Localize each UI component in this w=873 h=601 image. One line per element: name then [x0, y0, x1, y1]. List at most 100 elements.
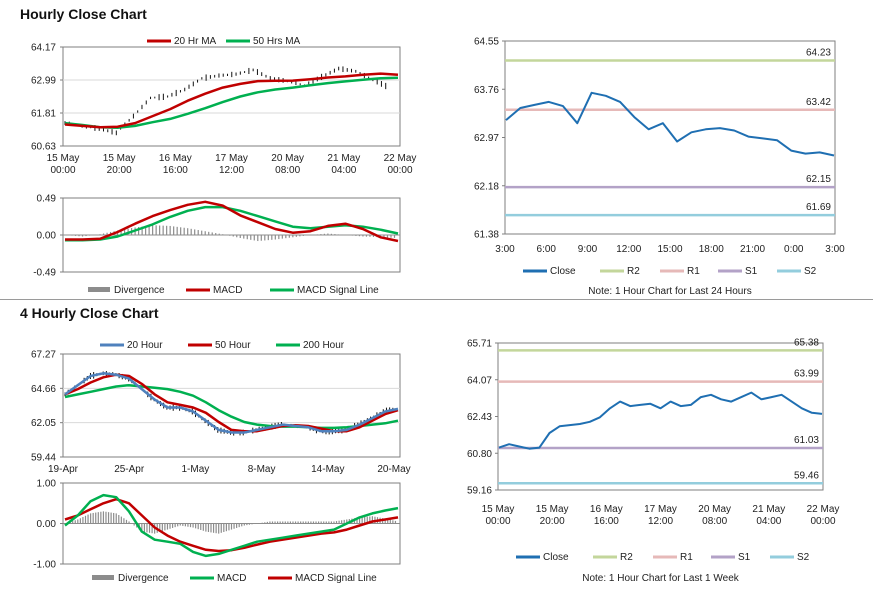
hourly-section-title: Hourly Close Chart [20, 6, 147, 22]
y-tick-label: -1.00 [33, 560, 56, 571]
x-tick-label: 20 May [698, 504, 731, 515]
x-tick-label: 17 May [644, 504, 677, 515]
x-tick-label: 17 May [215, 153, 248, 164]
x-tick-label: 12:00 [648, 516, 673, 527]
legend-r1-label: R1 [687, 266, 700, 277]
chart-note: Note: 1 Hour Chart for Last 1 Week [582, 573, 740, 584]
close-line [498, 391, 823, 450]
x-tick-label: 00:00 [50, 165, 75, 176]
y-tick-label: 65.71 [467, 339, 492, 350]
y-tick-label: 64.55 [474, 37, 499, 48]
legend-20-hour-label: 20 Hour [127, 340, 163, 351]
x-tick-label: 00:00 [387, 165, 412, 176]
legend-s1-label: S1 [745, 266, 758, 277]
x-tick-label: 08:00 [275, 165, 300, 176]
level-value-r1: 63.99 [794, 369, 819, 380]
close-line [505, 91, 835, 157]
y-tick-label: -0.49 [33, 268, 56, 279]
four-hourly-section-title: 4 Hourly Close Chart [20, 305, 159, 321]
y-tick-label: 62.18 [474, 181, 499, 192]
hourly-price-frame [62, 46, 401, 147]
x-tick-label: 04:00 [756, 516, 781, 527]
hourly-close-24h-frame [504, 40, 836, 235]
legend-divergence-label: Divergence [114, 285, 165, 296]
legend-divergence-label: Divergence [118, 573, 169, 584]
macd-line [64, 493, 399, 558]
y-tick-label: 67.27 [31, 350, 56, 361]
x-tick-label: 00:00 [810, 516, 835, 527]
legend-s2-label: S2 [797, 552, 810, 563]
x-tick-label: 20 May [271, 153, 304, 164]
x-tick-label: 19-Apr [48, 464, 79, 475]
y-tick-label: 64.07 [467, 375, 492, 386]
x-tick-label: 22 May [384, 153, 417, 164]
x-tick-label: 00:00 [485, 516, 510, 527]
legend-divergence-swatch [88, 287, 110, 292]
section-divider [0, 299, 873, 300]
x-tick-label: 15 May [536, 504, 569, 515]
y-tick-label: 1.00 [37, 479, 57, 490]
level-value-r1: 63.42 [806, 97, 831, 108]
y-tick-label: 63.76 [474, 85, 499, 96]
level-value-r2: 65.38 [794, 337, 819, 348]
y-tick-label: 62.43 [467, 412, 492, 423]
y-tick-label: 0.00 [37, 519, 57, 530]
hourly-close-1w-frame [497, 342, 824, 491]
y-tick-label: 0.49 [37, 194, 57, 205]
x-tick-label: 14-May [311, 464, 344, 475]
legend-50-hour-label: 50 Hour [215, 340, 251, 351]
ma200-line [64, 383, 399, 430]
legend-macd-label: MACD [213, 285, 242, 296]
x-tick-label: 1-May [182, 464, 210, 475]
x-tick-label: 21:00 [740, 244, 765, 255]
level-value-s2: 59.46 [794, 470, 819, 481]
level-value-s2: 61.69 [806, 202, 831, 213]
y-tick-label: 59.44 [31, 453, 56, 464]
y-tick-label: 64.66 [31, 384, 56, 395]
level-value-s1: 61.03 [794, 435, 819, 446]
y-tick-label: 61.81 [31, 109, 56, 120]
x-tick-label: 16 May [159, 153, 192, 164]
ma20-hour-line [64, 372, 399, 434]
x-tick-label: 12:00 [616, 244, 641, 255]
x-tick-label: 16:00 [163, 165, 188, 176]
legend-200-hour-label: 200 Hour [303, 340, 345, 351]
legend-s1-label: S1 [738, 552, 751, 563]
x-tick-label: 15 May [103, 153, 136, 164]
chart-note: Note: 1 Hour Chart for Last 24 Hours [588, 286, 751, 297]
x-tick-label: 20-May [377, 464, 410, 475]
x-tick-label: 20:00 [540, 516, 565, 527]
legend-50hrs-ma-label: 50 Hrs MA [253, 36, 301, 47]
four-hourly-price-frame [62, 353, 401, 458]
x-tick-label: 16:00 [594, 516, 619, 527]
x-tick-label: 15:00 [657, 244, 682, 255]
legend-s2-label: S2 [804, 266, 817, 277]
legend-divergence-swatch [92, 575, 114, 580]
x-tick-label: 25-Apr [114, 464, 145, 475]
y-tick-label: 62.97 [474, 133, 499, 144]
y-tick-label: 62.99 [31, 76, 56, 87]
legend-signal-label: MACD Signal Line [295, 573, 377, 584]
x-tick-label: 3:00 [495, 244, 515, 255]
legend-r2-label: R2 [627, 266, 640, 277]
x-tick-label: 15 May [47, 153, 80, 164]
y-tick-label: 61.38 [474, 230, 499, 241]
y-tick-label: 60.80 [467, 449, 492, 460]
legend-close-label: Close [543, 552, 569, 563]
legend-20hr-ma-label: 20 Hr MA [174, 36, 217, 47]
x-tick-label: 08:00 [702, 516, 727, 527]
x-tick-label: 0:00 [784, 244, 804, 255]
x-tick-label: 21 May [752, 504, 785, 515]
x-tick-label: 6:00 [537, 244, 557, 255]
x-tick-label: 20:00 [107, 165, 132, 176]
x-tick-label: 21 May [327, 153, 360, 164]
x-tick-label: 8-May [248, 464, 276, 475]
y-tick-label: 59.16 [467, 486, 492, 497]
x-tick-label: 16 May [590, 504, 623, 515]
x-tick-label: 22 May [807, 504, 840, 515]
y-tick-label: 60.63 [31, 142, 56, 153]
y-tick-label: 64.17 [31, 43, 56, 54]
legend-signal-label: MACD Signal Line [297, 285, 379, 296]
ma50-line [64, 76, 399, 130]
